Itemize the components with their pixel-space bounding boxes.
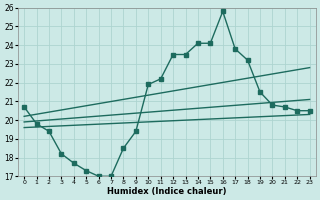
X-axis label: Humidex (Indice chaleur): Humidex (Indice chaleur) — [107, 187, 227, 196]
